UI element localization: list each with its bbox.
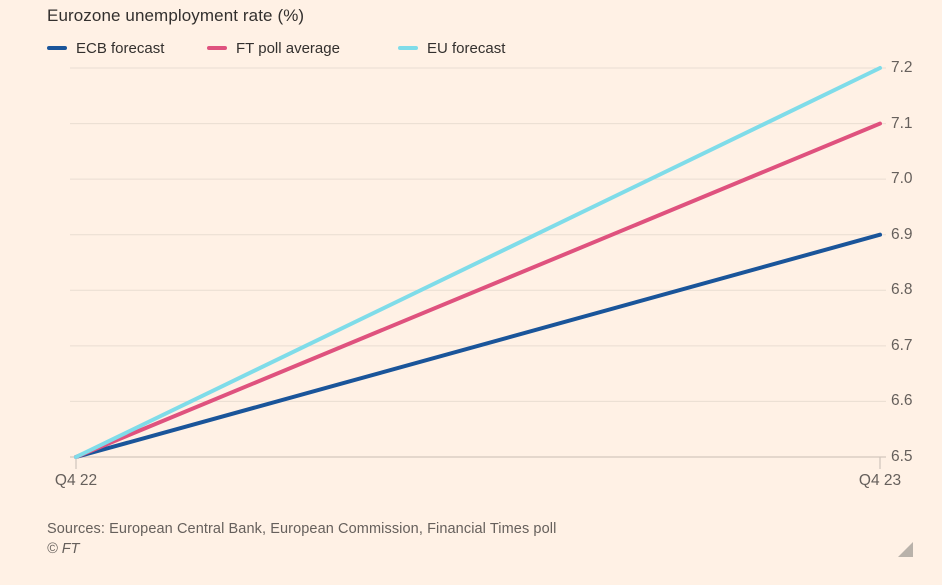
legend-item-ecb-forecast: ECB forecast <box>47 38 164 58</box>
resize-handle-icon[interactable] <box>898 542 913 557</box>
legend-swatch-eu-forecast <box>398 45 418 51</box>
sources-text: Sources: European Central Bank, European… <box>47 521 557 537</box>
legend-label: EU forecast <box>427 39 506 57</box>
series-line-ecb-forecast <box>74 232 882 459</box>
series-line-eu-forecast <box>74 66 882 459</box>
y-axis-tick-label: 6.6 <box>891 392 913 410</box>
y-axis-tick-label: 6.8 <box>891 281 913 299</box>
y-axis-tick-label: 6.5 <box>891 448 913 465</box>
y-axis-tick-label: 7.0 <box>891 170 913 188</box>
y-axis-tick-label: 6.7 <box>891 336 913 354</box>
legend-swatch-ft-poll-average <box>207 45 227 51</box>
chart-legend: ECB forecast FT poll average EU forecast <box>0 38 942 58</box>
legend-label: FT poll average <box>236 39 340 57</box>
x-axis-tick-label: Q4 22 <box>54 472 98 489</box>
chart-title: Eurozone unemployment rate (%) <box>47 6 305 25</box>
legend-item-ft-poll-average: FT poll average <box>207 38 340 58</box>
y-axis-tick-label: 7.1 <box>891 114 913 132</box>
legend-swatch-ecb-forecast <box>47 45 67 51</box>
x-axis-tick-label: Q4 23 <box>858 472 902 489</box>
series-line-ft-poll-average <box>74 121 882 459</box>
y-axis-tick-label: 7.2 <box>891 59 913 76</box>
legend-label: ECB forecast <box>76 39 165 57</box>
copyright-text: © FT <box>47 541 80 557</box>
legend-item-eu-forecast: EU forecast <box>398 38 505 58</box>
y-axis-tick-label: 6.9 <box>891 225 913 243</box>
